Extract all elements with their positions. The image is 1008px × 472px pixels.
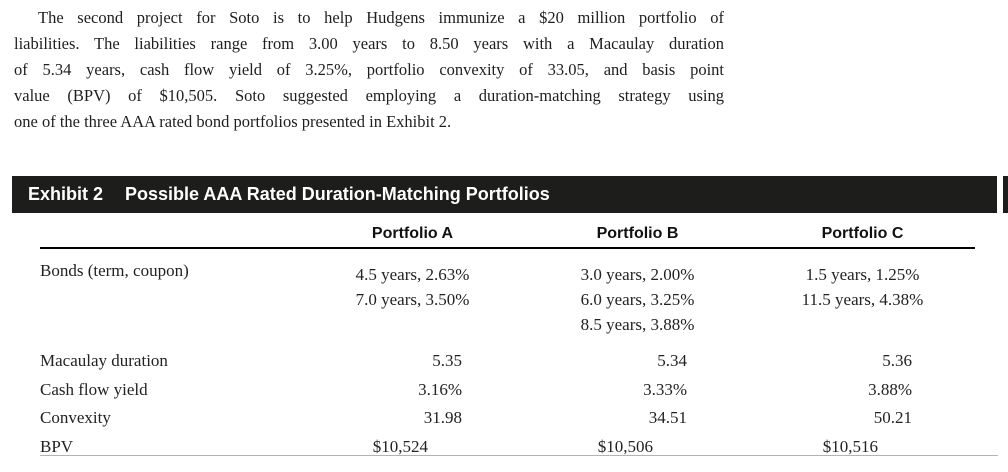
table-cell-cfy-b: 3.33% <box>643 380 687 399</box>
column-header-blank <box>40 220 300 249</box>
table-cell-bonds-b: 3.0 years, 2.00% 6.0 years, 3.25% 8.5 ye… <box>525 249 750 341</box>
bond-line: 6.0 years, 3.25% <box>580 290 695 309</box>
table-cell-convexity-c: 50.21 <box>873 408 912 427</box>
bond-line: 4.5 years, 2.63% <box>355 265 470 284</box>
table-cell-bonds-c: 1.5 years, 1.25% 11.5 years, 4.38% <box>750 249 975 341</box>
paragraph-line: The second project for Soto is to help H… <box>38 8 724 27</box>
row-label-bpv: BPV <box>40 437 74 456</box>
intro-paragraph: The second project for Soto is to help H… <box>14 5 724 135</box>
paragraph-line: liabilities. The liabilities range from … <box>14 34 724 53</box>
row-label-convexity: Convexity <box>40 408 111 427</box>
bond-line: 1.5 years, 1.25% <box>805 265 920 284</box>
bond-line: 11.5 years, 4.38% <box>801 290 924 309</box>
page-edge-mark <box>1003 176 1008 213</box>
column-header-portfolio-b: Portfolio B <box>525 220 750 249</box>
table-cell-macaulay-c: 5.36 <box>882 351 912 370</box>
paragraph-line: value (BPV) of $10,505. Soto suggested e… <box>14 86 724 105</box>
exhibit-label: Exhibit 2 <box>28 184 104 204</box>
table-cell-convexity-b: 34.51 <box>648 408 687 427</box>
portfolio-table: Portfolio A Portfolio B Portfolio C Bond… <box>40 220 975 456</box>
column-header-portfolio-a: Portfolio A <box>300 220 525 249</box>
row-label-bonds: Bonds (term, coupon) <box>40 261 189 280</box>
table-cell-macaulay-b: 5.34 <box>657 351 687 370</box>
table-cell-convexity-a: 31.98 <box>423 408 462 427</box>
table-cell-bpv-b: $10,506 <box>597 437 653 456</box>
table-cell-cfy-c: 3.88% <box>868 380 912 399</box>
table-cell-macaulay-a: 5.35 <box>432 351 462 370</box>
row-label-cash-flow-yield: Cash flow yield <box>40 380 148 399</box>
table-cell-bpv-c: $10,516 <box>822 437 878 456</box>
bond-line: 7.0 years, 3.50% <box>355 290 470 309</box>
table-cell-bonds-a: 4.5 years, 2.63% 7.0 years, 3.50% <box>300 249 525 341</box>
table-cell-bpv-a: $10,524 <box>372 437 428 456</box>
bond-line: 3.0 years, 2.00% <box>580 265 695 284</box>
table-cell-cfy-a: 3.16% <box>418 380 462 399</box>
paragraph-line: of 5.34 years, cash flow yield of 3.25%,… <box>14 60 724 79</box>
table-bottom-rule <box>40 455 998 456</box>
exhibit-title: Possible AAA Rated Duration-Matching Por… <box>125 184 550 204</box>
bond-line: 8.5 years, 3.88% <box>580 315 695 334</box>
exhibit-header-bar: Exhibit 2 Possible AAA Rated Duration-Ma… <box>12 176 997 213</box>
paragraph-line: one of the three AAA rated bond portfoli… <box>14 112 452 131</box>
row-label-macaulay-duration: Macaulay duration <box>40 351 168 370</box>
column-header-portfolio-c: Portfolio C <box>750 220 975 249</box>
